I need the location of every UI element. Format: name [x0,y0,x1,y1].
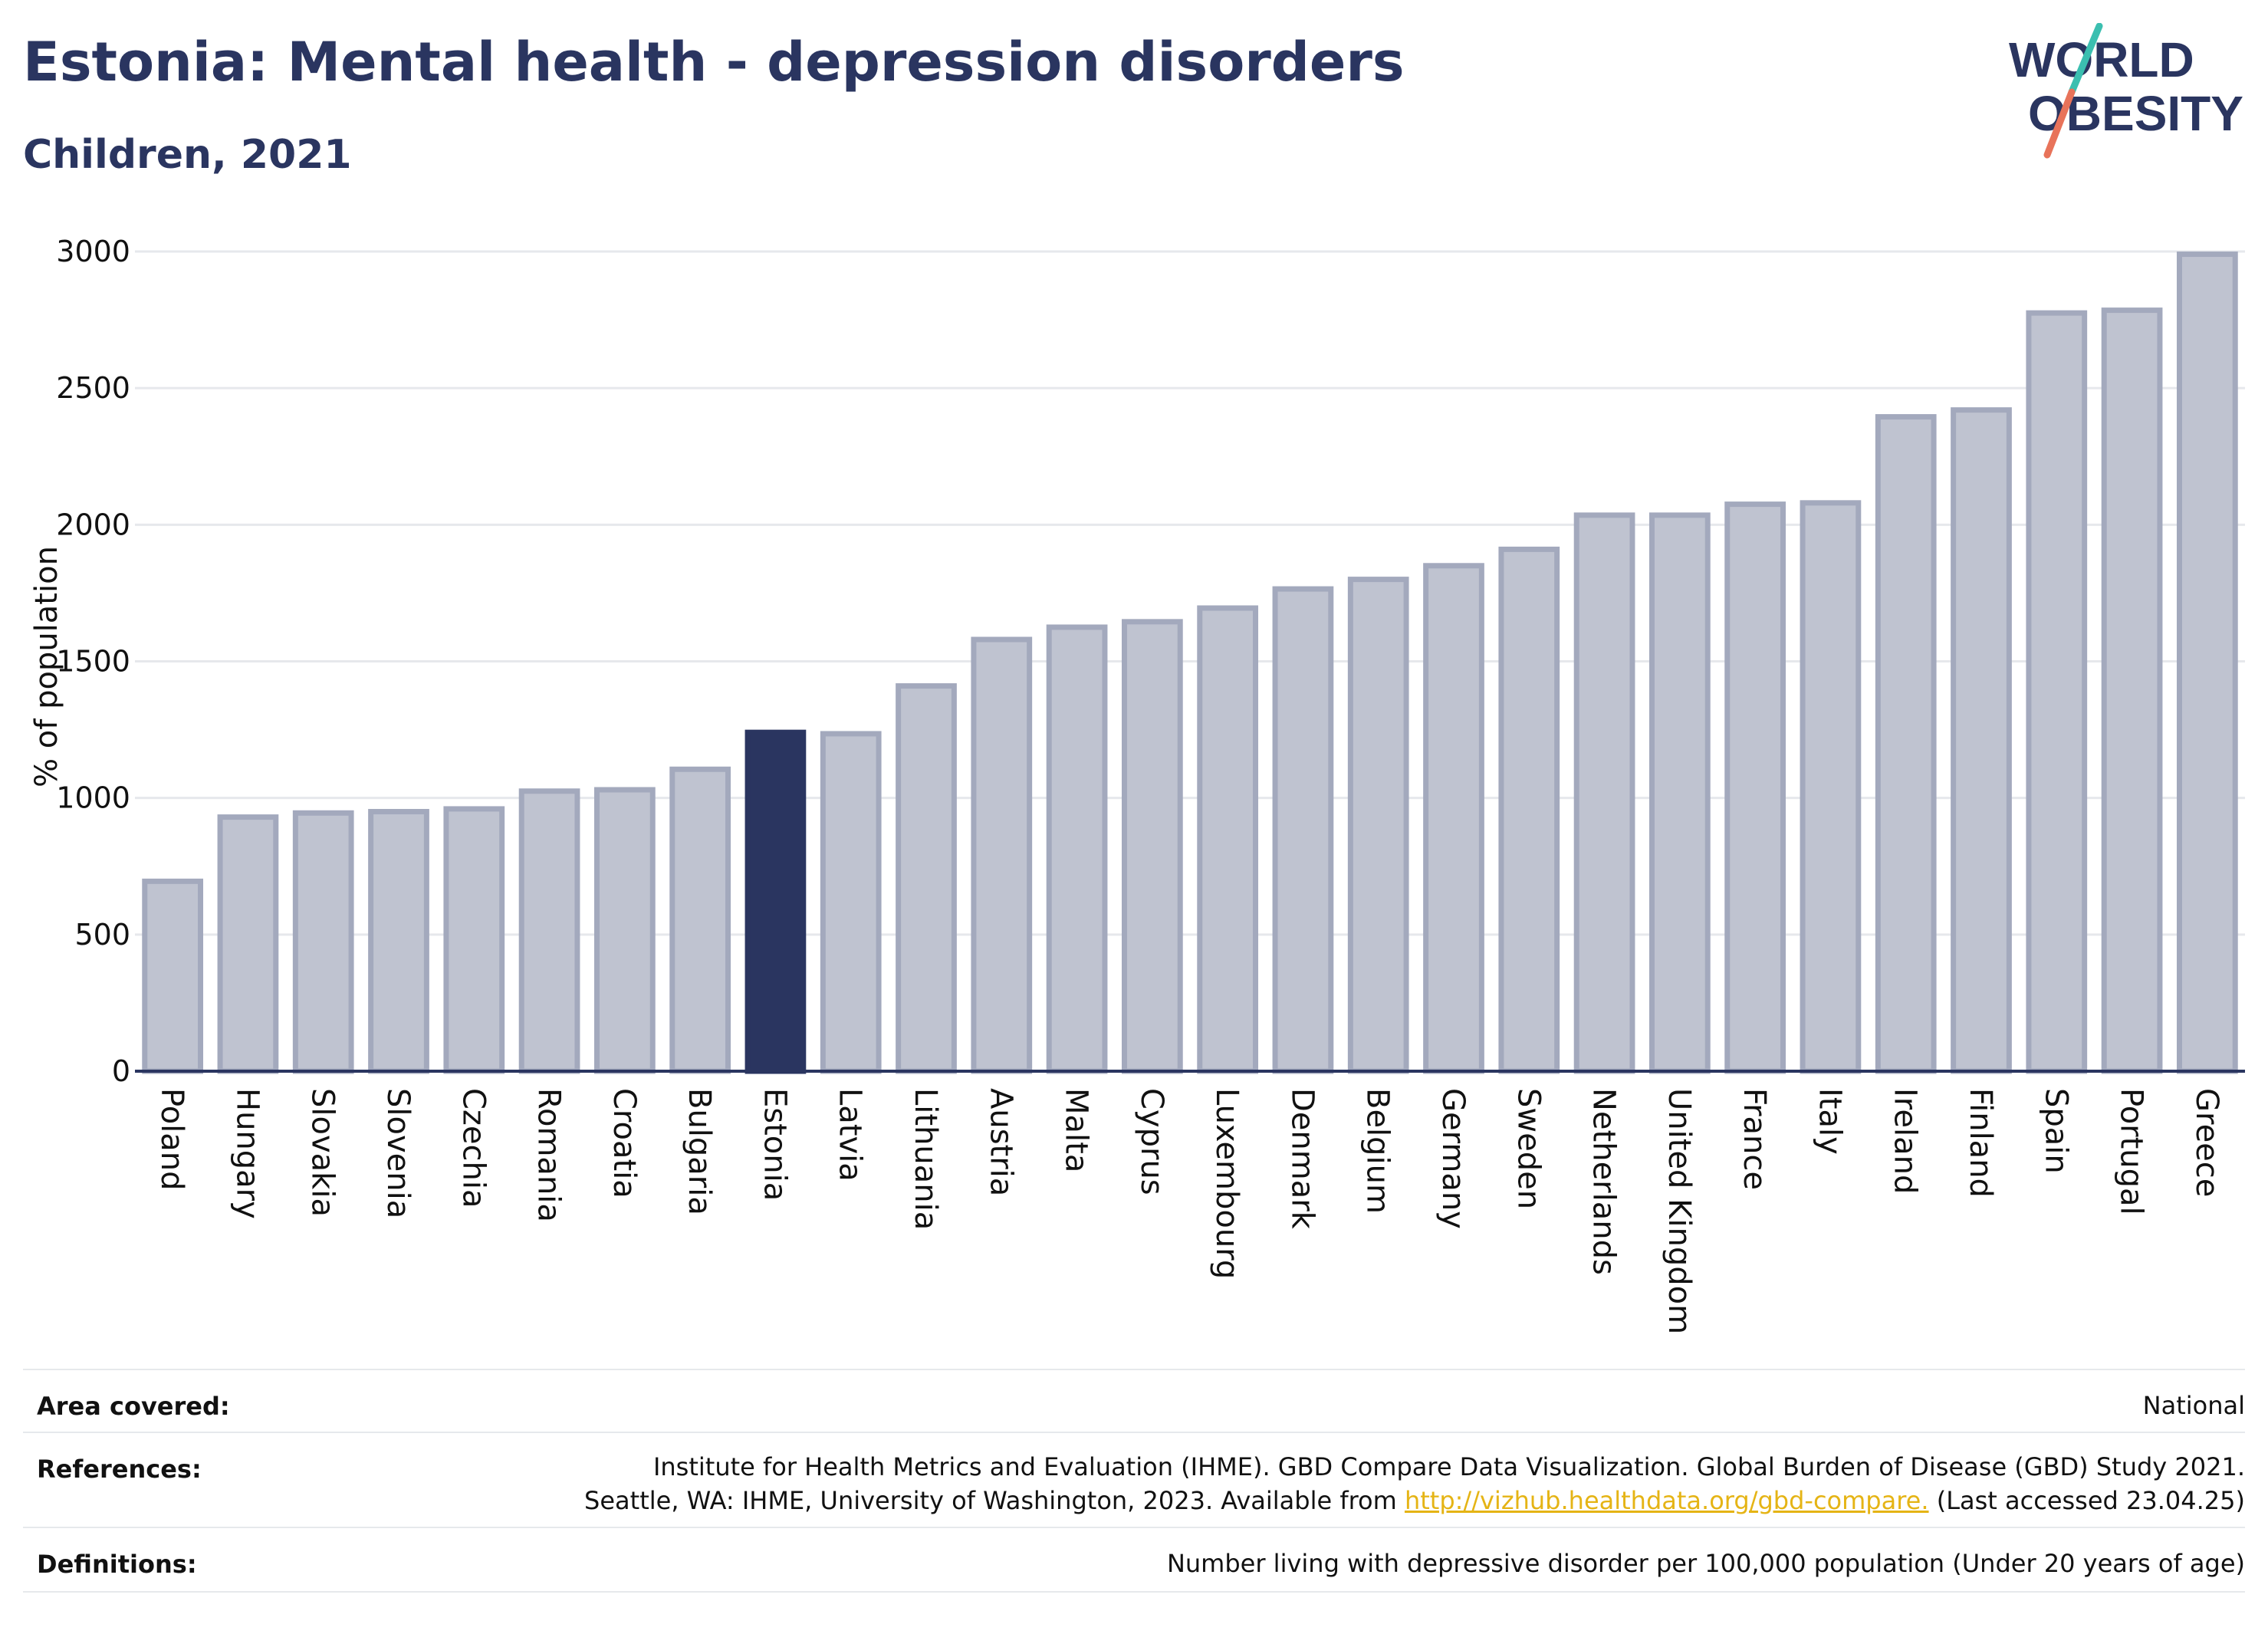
world-obesity-logo: WORLD OBESITY [2009,23,2243,159]
bar-denmark [1272,586,1334,1074]
references-line-1: Institute for Health Metrics and Evaluat… [652,1452,2245,1481]
references-link[interactable]: http://vizhub.healthdata.org/gbd-compare… [1404,1486,1929,1515]
y-tick-label: 1500 [56,645,130,679]
x-tick-label: Germany [1435,1088,1471,1229]
y-tick-label: 500 [74,918,130,952]
bar-portugal [2101,307,2163,1074]
bar-netherlands [1573,512,1635,1074]
x-tick-label: Romania [531,1088,567,1222]
x-tick-label: Greece [2189,1088,2224,1197]
bar-hungary [217,814,279,1074]
x-tick-label: Portugal [2114,1088,2149,1215]
bar-spain [2026,310,2088,1074]
bar-united-kingdom [1648,512,1711,1074]
page-subtitle: Children, 2021 [23,132,352,178]
x-tick-label: Bulgaria [682,1088,717,1215]
area-covered-row: Area covered: National [23,1369,2245,1433]
page-title: Estonia: Mental health - depression diso… [23,31,1405,94]
x-tick-label: Italy [1812,1088,1847,1155]
bar-croatia [593,787,656,1074]
bar-latvia [820,731,882,1074]
y-axis-label: % of population [29,546,64,787]
bar-greece [2176,252,2238,1074]
svg-text:WORLD: WORLD [2009,32,2194,87]
bar-belgium [1347,577,1409,1074]
references-line-2-text: Seattle, WA: IHME, University of Washing… [584,1486,1405,1515]
x-tick-label: Denmark [1284,1088,1320,1230]
x-tick-label: Lithuania [908,1088,943,1230]
definitions-value: Number living with depressive disorder p… [1166,1549,2245,1578]
x-tick-label: Czechia [455,1088,491,1208]
bar-lithuania [896,683,957,1074]
x-tick-label: Estonia [757,1088,792,1201]
y-tick-label: 3000 [56,235,130,268]
x-tick-label: Croatia [606,1088,642,1198]
x-tick-label: Latvia [833,1088,868,1182]
bar-italy [1800,500,1862,1074]
chart-metadata: Area covered: National References: Insti… [23,1369,2245,1599]
bar-slovakia [292,810,354,1074]
area-covered-label: Area covered: [37,1392,230,1421]
bar-cyprus [1121,619,1183,1074]
bar-poland [142,878,204,1074]
bar-finland [1951,407,2012,1074]
definitions-row: Definitions: Number living with depressi… [23,1527,2245,1593]
bar-france [1724,501,1786,1074]
x-tick-label: Belgium [1360,1088,1395,1214]
bar-czechia [443,806,505,1074]
x-tick-label: Hungary [229,1088,265,1219]
bar-estonia [744,729,807,1074]
x-tick-label: Austria [983,1088,1018,1196]
x-tick-label: Ireland [1888,1088,1923,1194]
references-label: References: [37,1455,202,1484]
x-tick-label: Slovenia [380,1088,416,1218]
x-tick-label: Malta [1059,1088,1094,1172]
x-tick-label: Spain [2038,1088,2073,1174]
bar-germany [1423,563,1484,1074]
bar-malta [1046,624,1108,1074]
area-covered-value: National [2142,1391,2245,1420]
x-tick-label: Cyprus [1134,1088,1169,1195]
definitions-label: Definitions: [37,1550,197,1579]
references-line-2: Seattle, WA: IHME, University of Washing… [584,1484,2245,1517]
y-tick-label: 2000 [56,508,130,541]
bar-sweden [1498,546,1560,1074]
bar-luxembourg [1197,605,1259,1074]
x-tick-label: United Kingdom [1662,1088,1697,1334]
y-tick-label: 2500 [56,371,130,405]
y-tick-label: 0 [112,1054,130,1088]
bar-chart: 0 500 1000 1500 2000 2500 3000 % of population P… [29,235,2245,1334]
x-tick-label: Sweden [1510,1088,1546,1209]
references-row: References: Institute for Health Metrics… [23,1432,2245,1528]
bar-bulgaria [669,766,731,1074]
x-tick-label: France [1737,1088,1772,1190]
bar-slovenia [368,808,429,1074]
x-tick-label: Poland [154,1088,189,1191]
bar-austria [971,636,1033,1074]
x-tick-label: Finland [1963,1088,1998,1198]
bar-ireland [1875,414,1937,1074]
references-line-2-suffix: (Last accessed 23.04.25) [1928,1486,2245,1515]
bar-romania [518,788,580,1074]
x-tick-label: Netherlands [1586,1088,1622,1275]
references-value: Institute for Health Metrics and Evaluat… [584,1450,2245,1517]
y-tick-label: 1000 [56,781,130,815]
x-tick-label: Luxembourg [1209,1088,1244,1279]
x-tick-label: Slovakia [305,1088,340,1217]
